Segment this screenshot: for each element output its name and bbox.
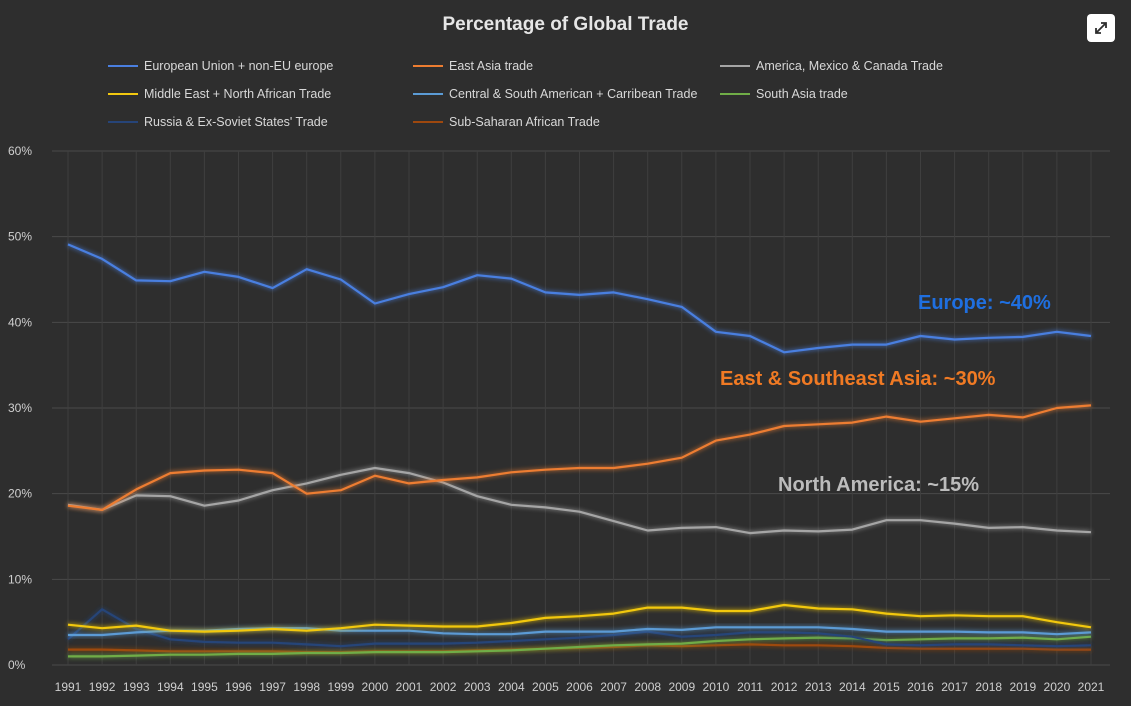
x-tick-label: 1999 xyxy=(327,680,354,694)
legend-item: Russia & Ex-Soviet States' Trade xyxy=(108,112,328,132)
x-tick-label: 2012 xyxy=(771,680,798,694)
x-tick-label: 2009 xyxy=(668,680,695,694)
x-tick-label: 2010 xyxy=(703,680,730,694)
x-tick-label: 2001 xyxy=(396,680,423,694)
legend-item: Central & South American + Carribean Tra… xyxy=(413,84,697,104)
series-line xyxy=(67,603,1092,633)
series-line xyxy=(67,608,1092,648)
legend-item: South Asia trade xyxy=(720,84,848,104)
legend-label: European Union + non-EU europe xyxy=(144,59,334,73)
series-line xyxy=(67,466,1092,535)
y-tick-label: 30% xyxy=(8,401,32,415)
legend-swatch xyxy=(108,65,138,67)
x-tick-label: 2006 xyxy=(566,680,593,694)
x-tick-label: 1998 xyxy=(293,680,320,694)
x-tick-label: 1997 xyxy=(259,680,286,694)
legend-label: East Asia trade xyxy=(449,59,534,73)
y-tick-label: 40% xyxy=(8,315,32,329)
y-tick-label: 0% xyxy=(8,658,26,672)
y-tick-label: 20% xyxy=(8,487,32,501)
legend-label: South Asia trade xyxy=(756,87,848,101)
x-tick-label: 2013 xyxy=(805,680,832,694)
x-tick-label: 2005 xyxy=(532,680,559,694)
legend-swatch xyxy=(108,121,138,123)
x-tick-label: 1992 xyxy=(89,680,116,694)
legend-label: Sub-Saharan African Trade xyxy=(449,115,600,129)
x-tick-label: 2018 xyxy=(975,680,1002,694)
legend-label: Middle East + North African Trade xyxy=(144,87,332,101)
legend-item: Middle East + North African Trade xyxy=(108,84,331,104)
x-tick-label: 2000 xyxy=(362,680,389,694)
legend-swatch xyxy=(720,65,750,67)
annotation-europe: Europe: ~40% xyxy=(918,292,1051,314)
x-tick-label: 1994 xyxy=(157,680,184,694)
x-tick-label: 2011 xyxy=(737,680,763,694)
y-tick-label: 60% xyxy=(8,144,32,158)
series-line xyxy=(67,404,1092,511)
y-tick-label: 50% xyxy=(8,230,32,244)
series-line xyxy=(67,243,1092,354)
x-tick-label: 2007 xyxy=(600,680,627,694)
legend-swatch xyxy=(413,65,443,67)
x-tick-label: 2019 xyxy=(1009,680,1036,694)
x-tick-label: 2004 xyxy=(498,680,525,694)
legend-label: Central & South American + Carribean Tra… xyxy=(449,87,698,101)
annotation-north-america: North America: ~15% xyxy=(778,474,979,496)
legend-swatch xyxy=(108,93,138,95)
x-tick-label: 2016 xyxy=(907,680,934,694)
legend-swatch xyxy=(413,93,443,95)
series-line xyxy=(68,635,1092,658)
x-tick-label: 2003 xyxy=(464,680,491,694)
x-tick-label: 2020 xyxy=(1044,680,1071,694)
legend-item: European Union + non-EU europe xyxy=(108,56,333,76)
legend-item: America, Mexico & Canada Trade xyxy=(720,56,943,76)
x-tick-label: 2002 xyxy=(430,680,457,694)
series-line xyxy=(68,626,1092,637)
x-tick-label: 1996 xyxy=(225,680,252,694)
legend-swatch xyxy=(720,93,750,95)
x-tick-label: 2021 xyxy=(1078,680,1105,694)
legend-label: Russia & Ex-Soviet States' Trade xyxy=(144,115,328,129)
x-tick-label: 2017 xyxy=(941,680,968,694)
y-tick-label: 10% xyxy=(8,572,32,586)
x-tick-label: 1993 xyxy=(123,680,150,694)
x-tick-label: 1991 xyxy=(55,680,82,694)
legend-item: Sub-Saharan African Trade xyxy=(413,112,600,132)
legend-item: East Asia trade xyxy=(413,56,533,76)
x-tick-label: 1995 xyxy=(191,680,218,694)
x-tick-label: 2008 xyxy=(634,680,661,694)
x-tick-label: 2015 xyxy=(873,680,900,694)
expand-arrows-icon xyxy=(1095,22,1107,34)
x-tick-label: 2014 xyxy=(839,680,866,694)
annotation-east-asia: East & Southeast Asia: ~30% xyxy=(720,368,996,390)
chart-title: Percentage of Global Trade xyxy=(442,14,689,35)
expand-button[interactable] xyxy=(1087,14,1115,42)
legend-swatch xyxy=(413,121,443,123)
legend-label: America, Mexico & Canada Trade xyxy=(756,59,943,73)
